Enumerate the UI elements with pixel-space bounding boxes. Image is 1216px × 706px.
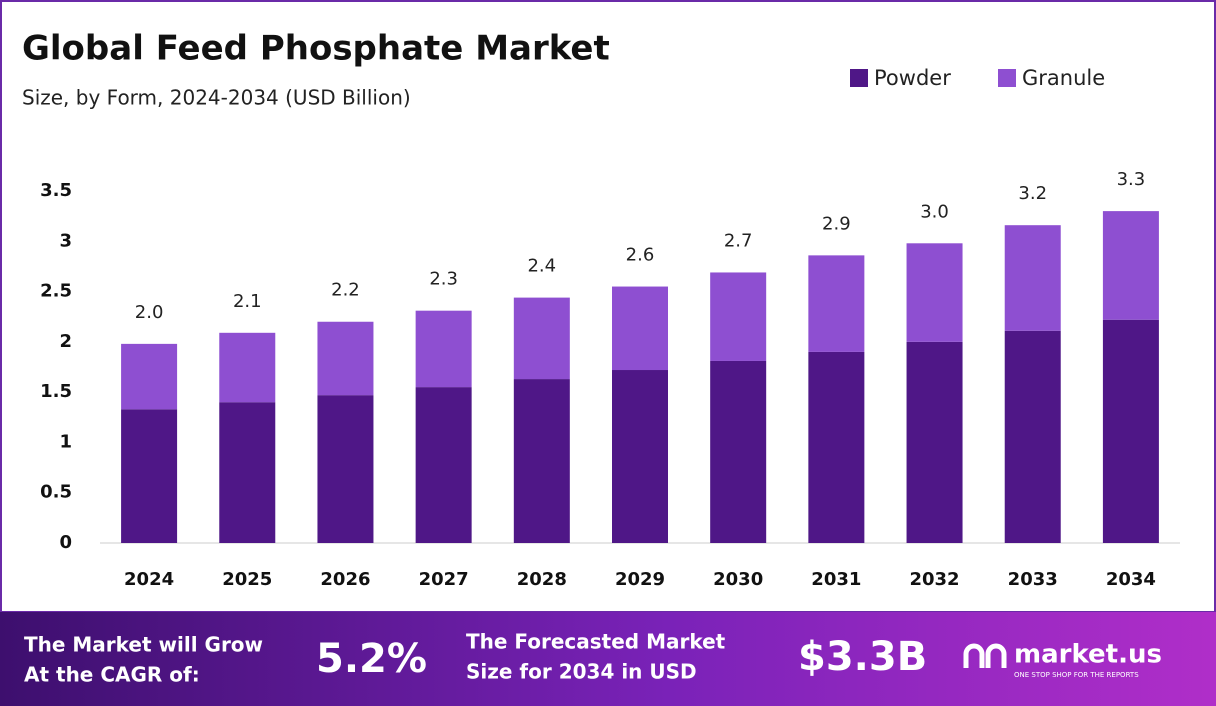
x-tick-label: 2032 <box>909 569 959 590</box>
bar <box>1004 225 1061 331</box>
total-label: 2.4 <box>527 256 556 277</box>
x-tick-label: 2033 <box>1008 569 1058 590</box>
total-label: 2.9 <box>822 213 851 234</box>
brand-name: market.us <box>1014 640 1162 670</box>
total-label: 2.3 <box>429 269 458 290</box>
x-tick-label: 2028 <box>517 569 567 590</box>
bar <box>121 343 178 410</box>
chart-subtitle: Size, by Form, 2024-2034 (USD Billion) <box>22 86 411 110</box>
bar <box>513 379 570 543</box>
brand-logo <box>963 643 1007 668</box>
cagr-value: 5.2% <box>316 636 427 682</box>
y-tick-label: 3.5 <box>40 180 72 201</box>
forecast-text: Size for 2034 in USD <box>466 660 697 684</box>
cagr-text: The Market will Grow <box>24 633 263 657</box>
legend-swatch <box>850 69 868 87</box>
bar <box>513 297 570 380</box>
x-tick-label: 2030 <box>713 569 763 590</box>
x-tick-label: 2025 <box>222 569 272 590</box>
total-label: 2.1 <box>233 291 262 312</box>
total-label: 2.7 <box>724 230 753 251</box>
bar <box>612 370 668 543</box>
x-tick-label: 2024 <box>124 569 174 590</box>
bar <box>1004 330 1061 543</box>
bar <box>808 351 865 543</box>
y-tick-label: 0 <box>59 532 72 553</box>
y-tick-label: 2 <box>59 331 72 352</box>
bar <box>906 341 963 543</box>
y-tick-label: 2.5 <box>40 281 72 302</box>
chart-title: Global Feed Phosphate Market <box>22 29 610 69</box>
x-tick-label: 2026 <box>320 569 370 590</box>
footer-banner <box>0 612 1216 706</box>
y-tick-label: 3 <box>59 230 72 251</box>
x-tick-label: 2034 <box>1106 569 1156 590</box>
legend-swatch <box>998 69 1016 87</box>
legend-label: Powder <box>874 66 951 90</box>
total-label: 2.2 <box>331 280 360 301</box>
y-tick-label: 0.5 <box>40 482 72 503</box>
forecast-value: $3.3B <box>798 634 927 680</box>
bar <box>415 387 472 543</box>
total-label: 3.3 <box>1117 169 1146 190</box>
bar <box>710 272 767 361</box>
bar <box>219 402 276 543</box>
bar <box>415 310 472 388</box>
bar <box>808 255 865 352</box>
x-tick-label: 2029 <box>615 569 665 590</box>
total-label: 3.0 <box>920 201 949 222</box>
bar <box>219 332 276 403</box>
bar <box>906 243 963 342</box>
bar <box>317 321 374 396</box>
brand-tagline: ONE STOP SHOP FOR THE REPORTS <box>1014 671 1139 679</box>
bar <box>710 360 767 543</box>
legend-label: Granule <box>1022 66 1105 90</box>
y-tick-label: 1.5 <box>40 381 72 402</box>
total-label: 3.2 <box>1018 183 1047 204</box>
forecast-text: The Forecasted Market <box>466 630 726 654</box>
bar <box>612 286 668 371</box>
total-label: 2.0 <box>135 302 164 323</box>
y-tick-label: 1 <box>59 431 72 452</box>
bar <box>121 409 178 543</box>
x-tick-label: 2027 <box>419 569 469 590</box>
bar <box>1102 211 1159 320</box>
total-label: 2.6 <box>626 245 655 266</box>
cagr-text: At the CAGR of: <box>24 663 200 687</box>
bar <box>1102 319 1159 543</box>
x-tick-label: 2031 <box>811 569 861 590</box>
bar <box>317 395 374 543</box>
